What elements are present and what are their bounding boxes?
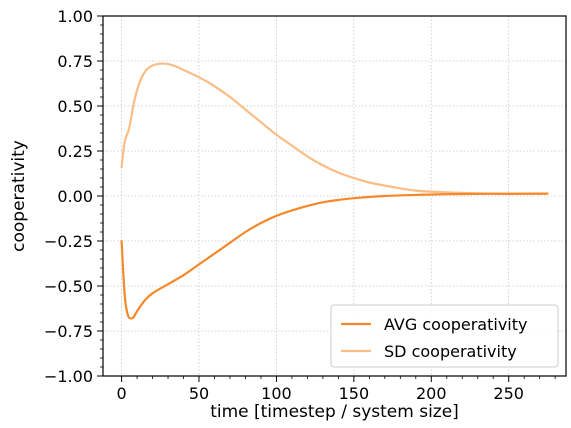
axis-ticks: 0 50 100 150 200 250 −1.00 −0.75 −0.50 −0.25 0.00 0… bbox=[44, 7, 556, 403]
series-line-avg-cooperativity bbox=[120, 192, 549, 320]
x-tick-label: 250 bbox=[493, 384, 524, 403]
y-tick-label: 0.50 bbox=[57, 97, 93, 116]
y-tick-label: −0.75 bbox=[44, 322, 93, 341]
y-tick-label: 0.75 bbox=[57, 52, 93, 71]
x-tick-label: 100 bbox=[261, 384, 292, 403]
y-tick-label: 0.00 bbox=[57, 187, 93, 206]
axis-labels: time [timestep / system size] cooperativ… bbox=[9, 140, 459, 422]
y-tick-label: −0.25 bbox=[44, 232, 93, 251]
x-tick-label: 150 bbox=[339, 384, 370, 403]
y-axis-label: cooperativity bbox=[9, 140, 29, 252]
legend-label-sd-cooperativity: SD cooperativity bbox=[384, 342, 517, 361]
plot-lines bbox=[120, 62, 549, 320]
y-tick-label: 0.25 bbox=[57, 142, 93, 161]
legend-box bbox=[330, 304, 559, 368]
x-tick-label: 200 bbox=[416, 384, 447, 403]
x-axis-label: time [timestep / system size] bbox=[210, 402, 459, 422]
x-tick-label: 50 bbox=[189, 384, 209, 403]
x-tick-label: 0 bbox=[116, 384, 126, 403]
y-tick-label: 1.00 bbox=[57, 7, 93, 26]
y-tick-label: −0.50 bbox=[44, 277, 93, 296]
legend-label-avg-cooperativity: AVG cooperativity bbox=[384, 315, 527, 334]
y-tick-label: −1.00 bbox=[44, 367, 93, 386]
series-line-sd-cooperativity bbox=[120, 62, 549, 195]
legend: AVG cooperativity SD cooperativity bbox=[330, 304, 559, 368]
